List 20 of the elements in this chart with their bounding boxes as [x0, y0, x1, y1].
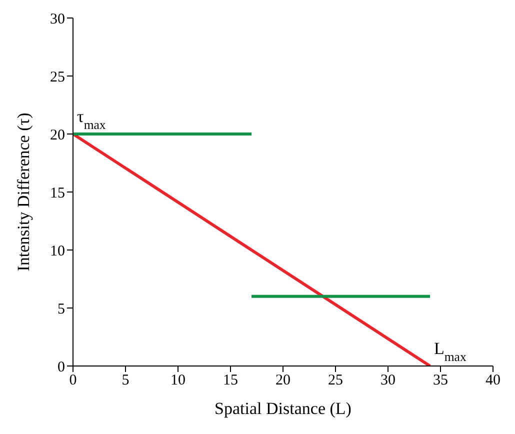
y-axis-title: Intensity Difference (τ) — [14, 112, 34, 272]
annotation: L$_{max}$ — [434, 339, 467, 364]
x-axis-title: Spatial Distance (L) — [214, 399, 352, 418]
x-tick-label: 40 — [486, 372, 500, 389]
x-tick-label: 35 — [433, 372, 448, 389]
x-tick-label: 5 — [122, 372, 130, 389]
x-tick-label: 15 — [223, 372, 238, 389]
y-tick-label: 30 — [50, 11, 65, 28]
y-tick-label: 25 — [50, 69, 65, 86]
y-tick-label: 10 — [50, 243, 65, 260]
y-tick-label: 15 — [50, 185, 65, 202]
x-tick-label: 10 — [170, 372, 186, 389]
x-tick-label: 25 — [328, 372, 343, 389]
y-tick-label: 0 — [58, 359, 65, 376]
y-tick-label: 20 — [50, 127, 65, 144]
x-tick-label: 20 — [276, 372, 290, 389]
annotation: τ$_{max}$ — [77, 107, 106, 132]
x-tick-label: 30 — [380, 372, 396, 389]
y-tick-label: 5 — [58, 301, 65, 318]
x-tick-label: 0 — [69, 372, 77, 389]
